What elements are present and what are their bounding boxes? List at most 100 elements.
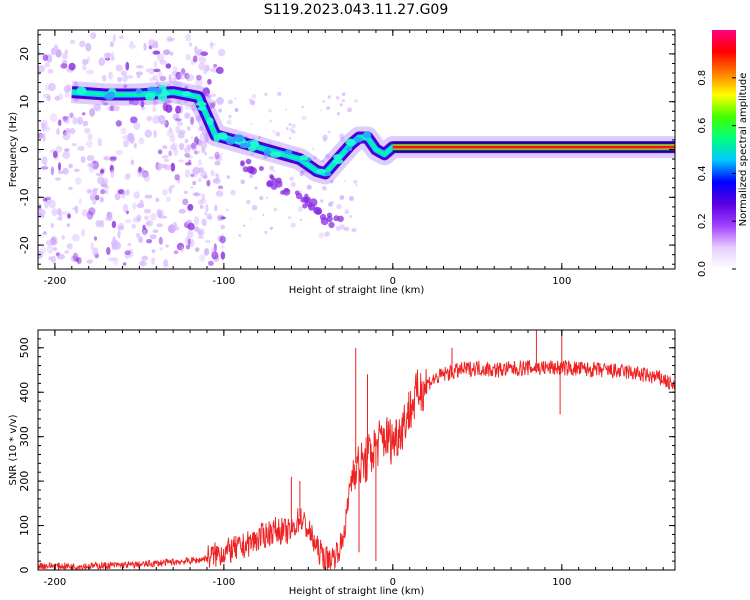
- y-tick-label: 0: [18, 146, 31, 153]
- noise-speck: [180, 68, 186, 75]
- noise-speck: [269, 165, 275, 171]
- noise-speck: [174, 118, 182, 122]
- noise-speck: [128, 43, 136, 49]
- noise-speck: [122, 262, 127, 266]
- y-axis-label: Frequency (Hz): [8, 112, 19, 188]
- y-tick-label: 0: [18, 567, 31, 574]
- noise-speck: [208, 156, 214, 160]
- noise-speck: [38, 214, 45, 219]
- noise-speck: [175, 105, 181, 114]
- noise-speck: [172, 66, 178, 72]
- noise-speck: [170, 162, 176, 172]
- noise-speck: [187, 126, 191, 131]
- noise-speck: [105, 216, 113, 222]
- noise-speck: [210, 93, 217, 97]
- x-axis-label: Height of straight line (km): [289, 586, 425, 597]
- noise-speck: [42, 198, 48, 202]
- ridge-blob: [263, 148, 271, 157]
- noise-speck: [62, 132, 71, 141]
- x-tick-label: 0: [390, 577, 396, 588]
- noise-speck: [183, 190, 189, 194]
- noise-speck: [46, 239, 53, 247]
- noise-speck: [113, 105, 120, 112]
- noise-speck: [214, 173, 218, 176]
- noise-speck: [262, 213, 265, 216]
- noise-speck: [193, 216, 200, 226]
- noise-speck: [64, 148, 70, 152]
- noise-speck: [299, 172, 304, 177]
- noise-speck: [152, 106, 157, 113]
- noise-speck: [335, 225, 342, 232]
- noise-speck: [152, 50, 161, 55]
- noise-speck: [117, 76, 123, 83]
- noise-speck: [75, 177, 82, 185]
- y-tick-label: -10: [18, 188, 31, 206]
- noise-speck: [101, 74, 107, 82]
- noise-speck: [268, 109, 273, 113]
- noise-speck: [176, 121, 183, 127]
- noise-speck: [108, 71, 113, 80]
- noise-speck: [250, 100, 256, 106]
- ridge-blob: [76, 86, 87, 95]
- noise-speck: [191, 141, 198, 151]
- noise-speck: [215, 190, 224, 197]
- noise-speck: [94, 194, 100, 201]
- noise-speck: [353, 179, 358, 184]
- noise-speck: [141, 172, 149, 178]
- noise-speck: [290, 222, 296, 228]
- noise-speck: [122, 203, 128, 213]
- noise-speck: [143, 208, 152, 214]
- ridge-blob: [157, 94, 168, 102]
- noise-speck: [200, 51, 208, 56]
- noise-speck: [343, 179, 346, 182]
- ridge-halo: [71, 81, 675, 185]
- y-tick-label: 10: [18, 95, 31, 109]
- noise-speck: [153, 60, 158, 68]
- noise-speck: [133, 191, 140, 199]
- noise-speck: [53, 44, 59, 53]
- noise-speck: [215, 66, 224, 74]
- x-tick-label: 100: [552, 276, 571, 287]
- noise-speck: [169, 135, 176, 143]
- noise-speck: [67, 84, 73, 92]
- noise-speck: [58, 119, 62, 127]
- noise-speck: [117, 225, 125, 231]
- ridge-blob: [226, 137, 236, 145]
- noise-speck: [327, 95, 331, 99]
- noise-speck: [50, 166, 55, 176]
- noise-speck: [152, 99, 157, 107]
- noise-speck: [204, 212, 207, 215]
- noise-speck: [185, 244, 191, 250]
- y-axis-label: SNR (10 * v/v): [8, 414, 19, 485]
- noise-speck: [88, 207, 96, 216]
- noise-speck: [190, 136, 193, 139]
- noise-speck: [152, 229, 159, 234]
- noise-speck: [157, 71, 163, 78]
- noise-speck: [54, 177, 61, 181]
- noise-speck: [122, 190, 126, 196]
- noise-speck: [196, 74, 202, 81]
- noise-speck: [215, 154, 223, 162]
- noise-speck: [94, 104, 101, 112]
- noise-speck: [289, 128, 293, 132]
- noise-speck: [84, 127, 91, 134]
- noise-speck: [220, 251, 226, 260]
- noise-speck: [162, 102, 169, 112]
- noise-speck: [60, 63, 68, 69]
- noise-speck: [170, 51, 174, 56]
- ridge-blob: [353, 137, 363, 143]
- tail-speck: [242, 166, 249, 173]
- noise-speck: [39, 133, 44, 139]
- noise-speck: [143, 42, 147, 51]
- spectrogram-body: [38, 32, 675, 268]
- noise-speck: [50, 222, 54, 229]
- snr-body: [38, 330, 675, 570]
- noise-speck: [322, 100, 326, 103]
- noise-speck: [133, 121, 141, 131]
- ridge-blob: [195, 101, 207, 107]
- noise-speck: [184, 169, 191, 178]
- tail-speck: [249, 167, 257, 175]
- noise-speck: [214, 160, 221, 166]
- noise-speck: [123, 140, 129, 148]
- noise-speck: [205, 204, 209, 213]
